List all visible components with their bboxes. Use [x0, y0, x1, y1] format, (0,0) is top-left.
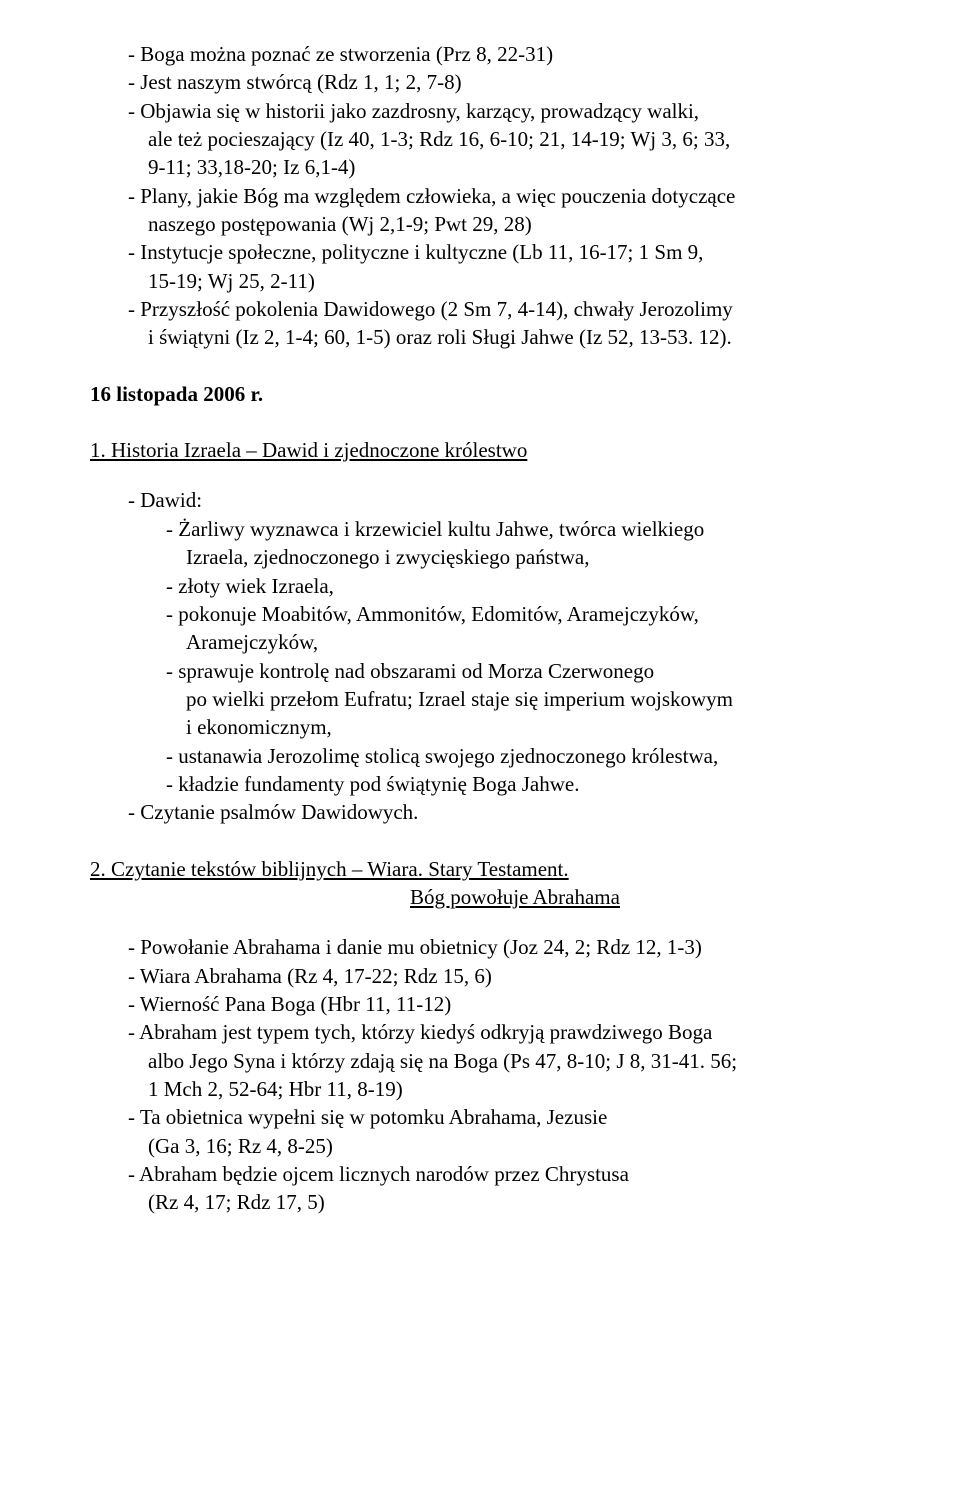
dawid-block: - Dawid: - Żarliwy wyznawca i krzewiciel…	[90, 486, 870, 826]
bullet-line-cont: 1 Mch 2, 52-64; Hbr 11, 8-19)	[128, 1075, 870, 1103]
document-page: - Boga można poznać ze stworzenia (Prz 8…	[0, 0, 960, 1277]
section-2-bullet-list: - Powołanie Abrahama i danie mu obietnic…	[90, 933, 870, 1216]
bullet-line-cont: (Rz 4, 17; Rdz 17, 5)	[128, 1188, 870, 1216]
section-2-heading: 2. Czytanie tekstów biblijnych – Wiara. …	[90, 855, 870, 912]
bullet-line: - Powołanie Abrahama i danie mu obietnic…	[128, 933, 870, 961]
section-2-heading-line1: 2. Czytanie tekstów biblijnych – Wiara. …	[90, 855, 870, 883]
bullet-line: - Jest naszym stwórcą (Rdz 1, 1; 2, 7-8)	[128, 68, 870, 96]
dawid-label: - Dawid:	[128, 486, 870, 514]
bullet-line: - Abraham jest typem tych, którzy kiedyś…	[128, 1018, 870, 1046]
bullet-line: - Wiara Abrahama (Rz 4, 17-22; Rdz 15, 6…	[128, 962, 870, 990]
dawid-item-cont: Aramejczyków,	[166, 628, 870, 656]
dawid-item: - złoty wiek Izraela,	[166, 572, 870, 600]
dawid-item: - pokonuje Moabitów, Ammonitów, Edomitów…	[166, 600, 870, 628]
dawid-item-cont: Izraela, zjednoczonego i zwycięskiego pa…	[166, 543, 870, 571]
bullet-line-cont: albo Jego Syna i którzy zdają się na Bog…	[128, 1047, 870, 1075]
bullet-line: - Instytucje społeczne, polityczne i kul…	[128, 238, 870, 266]
section-1-heading: 1. Historia Izraela – Dawid i zjednoczon…	[90, 436, 870, 464]
bullet-line: - Boga można poznać ze stworzenia (Prz 8…	[128, 40, 870, 68]
bullet-line-cont: naszego postępowania (Wj 2,1-9; Pwt 29, …	[128, 210, 870, 238]
dawid-item: - ustanawia Jerozolimę stolicą swojego z…	[166, 742, 870, 770]
bullet-line: - Plany, jakie Bóg ma względem człowieka…	[128, 182, 870, 210]
bullet-line: - Abraham będzie ojcem licznych narodów …	[128, 1160, 870, 1188]
dawid-item: - Żarliwy wyznawca i krzewiciel kultu Ja…	[166, 515, 870, 543]
bullet-line: - Wierność Pana Boga (Hbr 11, 11-12)	[128, 990, 870, 1018]
section-2-heading-line2: Bóg powołuje Abrahama	[90, 883, 870, 911]
dawid-item-cont: po wielki przełom Eufratu; Izrael staje …	[166, 685, 870, 713]
bullet-line-cont: 9-11; 33,18-20; Iz 6,1-4)	[128, 153, 870, 181]
bullet-line: - Ta obietnica wypełni się w potomku Abr…	[128, 1103, 870, 1131]
bullet-line-cont: i świątyni (Iz 2, 1-4; 60, 1-5) oraz rol…	[128, 323, 870, 351]
dawid-item-cont: i ekonomicznym,	[166, 713, 870, 741]
dawid-item: - kładzie fundamenty pod świątynię Boga …	[166, 770, 870, 798]
psalms-line: - Czytanie psalmów Dawidowych.	[128, 798, 870, 826]
dawid-item: - sprawuje kontrolę nad obszarami od Mor…	[166, 657, 870, 685]
bullet-line-cont: 15-19; Wj 25, 2-11)	[128, 267, 870, 295]
bullet-line: - Przyszłość pokolenia Dawidowego (2 Sm …	[128, 295, 870, 323]
bullet-line-cont: ale też pocieszający (Iz 40, 1-3; Rdz 16…	[128, 125, 870, 153]
intro-bullet-list: - Boga można poznać ze stworzenia (Prz 8…	[90, 40, 870, 352]
bullet-line-cont: (Ga 3, 16; Rz 4, 8-25)	[128, 1132, 870, 1160]
date-heading: 16 listopada 2006 r.	[90, 380, 870, 408]
bullet-line: - Objawia się w historii jako zazdrosny,…	[128, 97, 870, 125]
dawid-sub-list: - Żarliwy wyznawca i krzewiciel kultu Ja…	[128, 515, 870, 798]
